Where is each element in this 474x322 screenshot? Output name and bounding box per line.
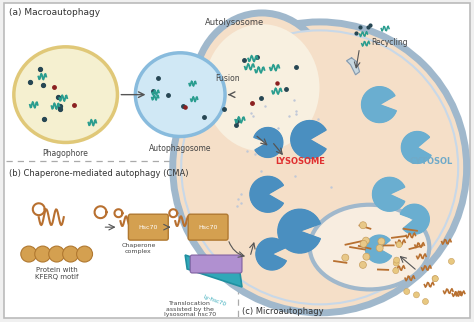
Text: (a) Macroautophagy: (a) Macroautophagy [9, 8, 100, 17]
Circle shape [393, 268, 399, 274]
Circle shape [77, 246, 92, 262]
Text: LYSOSOME: LYSOSOME [275, 157, 325, 166]
Circle shape [378, 238, 385, 245]
Circle shape [432, 276, 438, 281]
Text: Autophagosome: Autophagosome [149, 145, 211, 154]
Circle shape [21, 246, 37, 262]
Text: Translocation
assisted by the
lysosomal hsc70: Translocation assisted by the lysosomal … [164, 301, 216, 317]
Text: Fusion: Fusion [216, 74, 240, 83]
Polygon shape [250, 176, 283, 212]
Polygon shape [278, 209, 320, 253]
Polygon shape [401, 204, 429, 234]
Text: (c) Microautophagy: (c) Microautophagy [242, 307, 324, 316]
Polygon shape [365, 235, 392, 263]
Polygon shape [373, 177, 405, 211]
Circle shape [359, 261, 366, 268]
Polygon shape [291, 120, 326, 158]
Circle shape [393, 257, 400, 263]
FancyBboxPatch shape [188, 214, 228, 240]
Text: Ly-hsc70: Ly-hsc70 [203, 294, 227, 307]
Text: Protein with
KFERQ motif: Protein with KFERQ motif [35, 267, 78, 280]
Circle shape [396, 242, 402, 248]
Text: Chaperone
complex: Chaperone complex [121, 243, 155, 254]
Ellipse shape [173, 22, 466, 313]
Circle shape [413, 292, 419, 298]
Text: Hsc70: Hsc70 [199, 225, 218, 230]
Text: (b) Chaperone-mediated autophagy (CMA): (b) Chaperone-mediated autophagy (CMA) [9, 169, 188, 178]
Polygon shape [401, 131, 431, 163]
Polygon shape [185, 255, 242, 287]
Ellipse shape [310, 205, 429, 289]
Polygon shape [243, 119, 282, 165]
Circle shape [360, 222, 366, 229]
Circle shape [376, 245, 383, 251]
Polygon shape [256, 238, 286, 270]
Circle shape [363, 237, 369, 244]
Circle shape [342, 254, 349, 261]
Text: Autolysosome: Autolysosome [205, 18, 264, 27]
Ellipse shape [136, 53, 225, 137]
Circle shape [432, 276, 438, 282]
Circle shape [360, 240, 367, 247]
Circle shape [49, 246, 64, 262]
Polygon shape [254, 128, 283, 157]
Circle shape [448, 258, 455, 264]
Polygon shape [346, 58, 360, 75]
Ellipse shape [204, 24, 319, 151]
Circle shape [404, 289, 410, 294]
Circle shape [35, 246, 51, 262]
Circle shape [363, 253, 370, 260]
FancyBboxPatch shape [190, 255, 242, 273]
Ellipse shape [194, 13, 329, 162]
Ellipse shape [14, 47, 118, 142]
Ellipse shape [181, 30, 458, 304]
Circle shape [422, 298, 428, 305]
Text: Phagophore: Phagophore [43, 149, 89, 158]
Circle shape [63, 246, 79, 262]
Text: Recycling: Recycling [372, 38, 408, 47]
FancyBboxPatch shape [128, 214, 168, 240]
Text: Hsc70: Hsc70 [138, 225, 158, 230]
Polygon shape [362, 87, 396, 123]
Circle shape [393, 260, 399, 266]
Text: CYTOSOL: CYTOSOL [410, 157, 453, 166]
FancyBboxPatch shape [4, 3, 470, 318]
